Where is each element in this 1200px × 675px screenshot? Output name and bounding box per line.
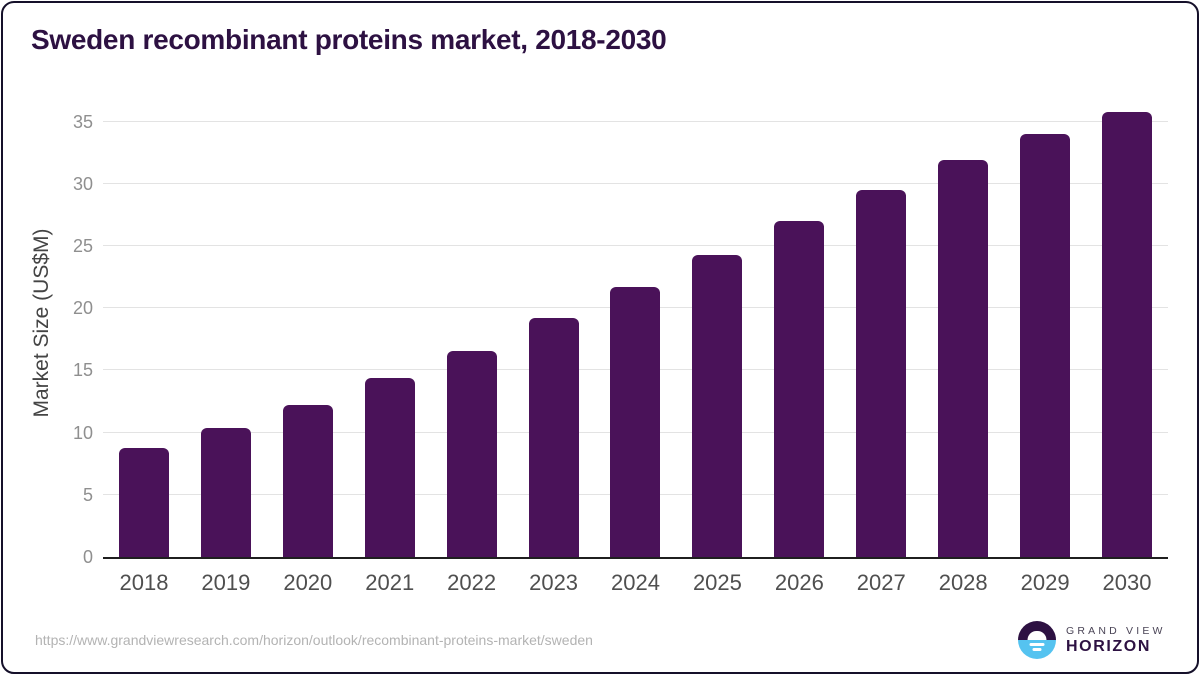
x-tick-label-2021: 2021	[365, 570, 415, 595]
bar-column-2018	[103, 95, 185, 557]
bar-2027	[856, 190, 907, 557]
bar-column-2024	[595, 95, 677, 557]
source-url: https://www.grandviewresearch.com/horizo…	[35, 632, 593, 648]
x-tick-label-2020: 2020	[283, 570, 333, 595]
x-tick-label-2023: 2023	[529, 570, 579, 595]
bar-column-2027	[840, 95, 922, 557]
bar-column-2021	[349, 95, 431, 557]
bar-2023	[528, 318, 579, 557]
gridline-30	[103, 182, 1168, 184]
grand-view-horizon-logo: GRAND VIEW HORIZON	[1018, 621, 1166, 659]
x-tick-label-2030: 2030	[1102, 570, 1152, 595]
gridline-35	[103, 120, 1168, 122]
x-tick-label-2028: 2028	[938, 570, 988, 595]
bar-2018	[118, 447, 169, 557]
bar-2024	[610, 287, 661, 557]
bar-column-2028	[922, 95, 1004, 557]
sun-icon	[1027, 630, 1047, 640]
bar-2026	[774, 221, 825, 557]
bar-column-2025	[676, 95, 758, 557]
bar-2025	[692, 254, 743, 557]
sunrise-logo-icon	[1018, 621, 1056, 659]
bar-2030	[1102, 111, 1153, 557]
x-axis-labels: 2018 2019 2020 2021 2022 2023 2024 2025 2026 2027…	[103, 570, 1168, 596]
bar-2019	[200, 427, 251, 557]
x-tick-label-2024: 2024	[611, 570, 660, 595]
bar-row	[103, 95, 1168, 557]
bar-column-2030	[1086, 95, 1168, 557]
logo-brand-name: GRAND VIEW	[1066, 624, 1166, 637]
bar-2020	[282, 405, 333, 557]
y-tick-label-0: 0	[82, 547, 93, 567]
logo-text: GRAND VIEW HORIZON	[1066, 625, 1166, 656]
bar-2021	[364, 377, 415, 557]
gridline-25	[103, 245, 1168, 247]
bar-column-2023	[513, 95, 595, 557]
y-axis-title: Market Size (US$M)	[30, 228, 53, 418]
y-tick-label-30: 30	[72, 173, 93, 194]
plot-area	[103, 95, 1168, 559]
y-tick-label-10: 10	[72, 422, 93, 443]
x-tick-label-2029: 2029	[1020, 570, 1070, 595]
x-tick-label-2026: 2026	[774, 570, 824, 595]
bar-column-2026	[758, 95, 840, 557]
bar-2029	[1020, 134, 1071, 557]
chart-title: Sweden recombinant proteins market, 2018…	[31, 24, 667, 55]
x-tick-label-2022: 2022	[447, 570, 497, 595]
sun-reflection-line	[1032, 648, 1042, 651]
x-tick-label-2027: 2027	[856, 570, 906, 595]
bar-column-2022	[431, 95, 513, 557]
bar-column-2020	[267, 95, 349, 557]
x-tick-label-2025: 2025	[692, 570, 742, 595]
sun-reflection-line	[1029, 642, 1045, 646]
bar-2028	[938, 160, 989, 557]
bar-2022	[446, 350, 497, 557]
y-tick-label-5: 5	[82, 484, 93, 505]
x-tick-label-2018: 2018	[119, 570, 169, 595]
y-tick-label-35: 35	[72, 111, 93, 132]
x-tick-label-2019: 2019	[201, 570, 251, 595]
logo-product-name: HORIZON	[1066, 637, 1151, 655]
bar-column-2019	[185, 95, 267, 557]
bar-column-2029	[1004, 95, 1086, 557]
